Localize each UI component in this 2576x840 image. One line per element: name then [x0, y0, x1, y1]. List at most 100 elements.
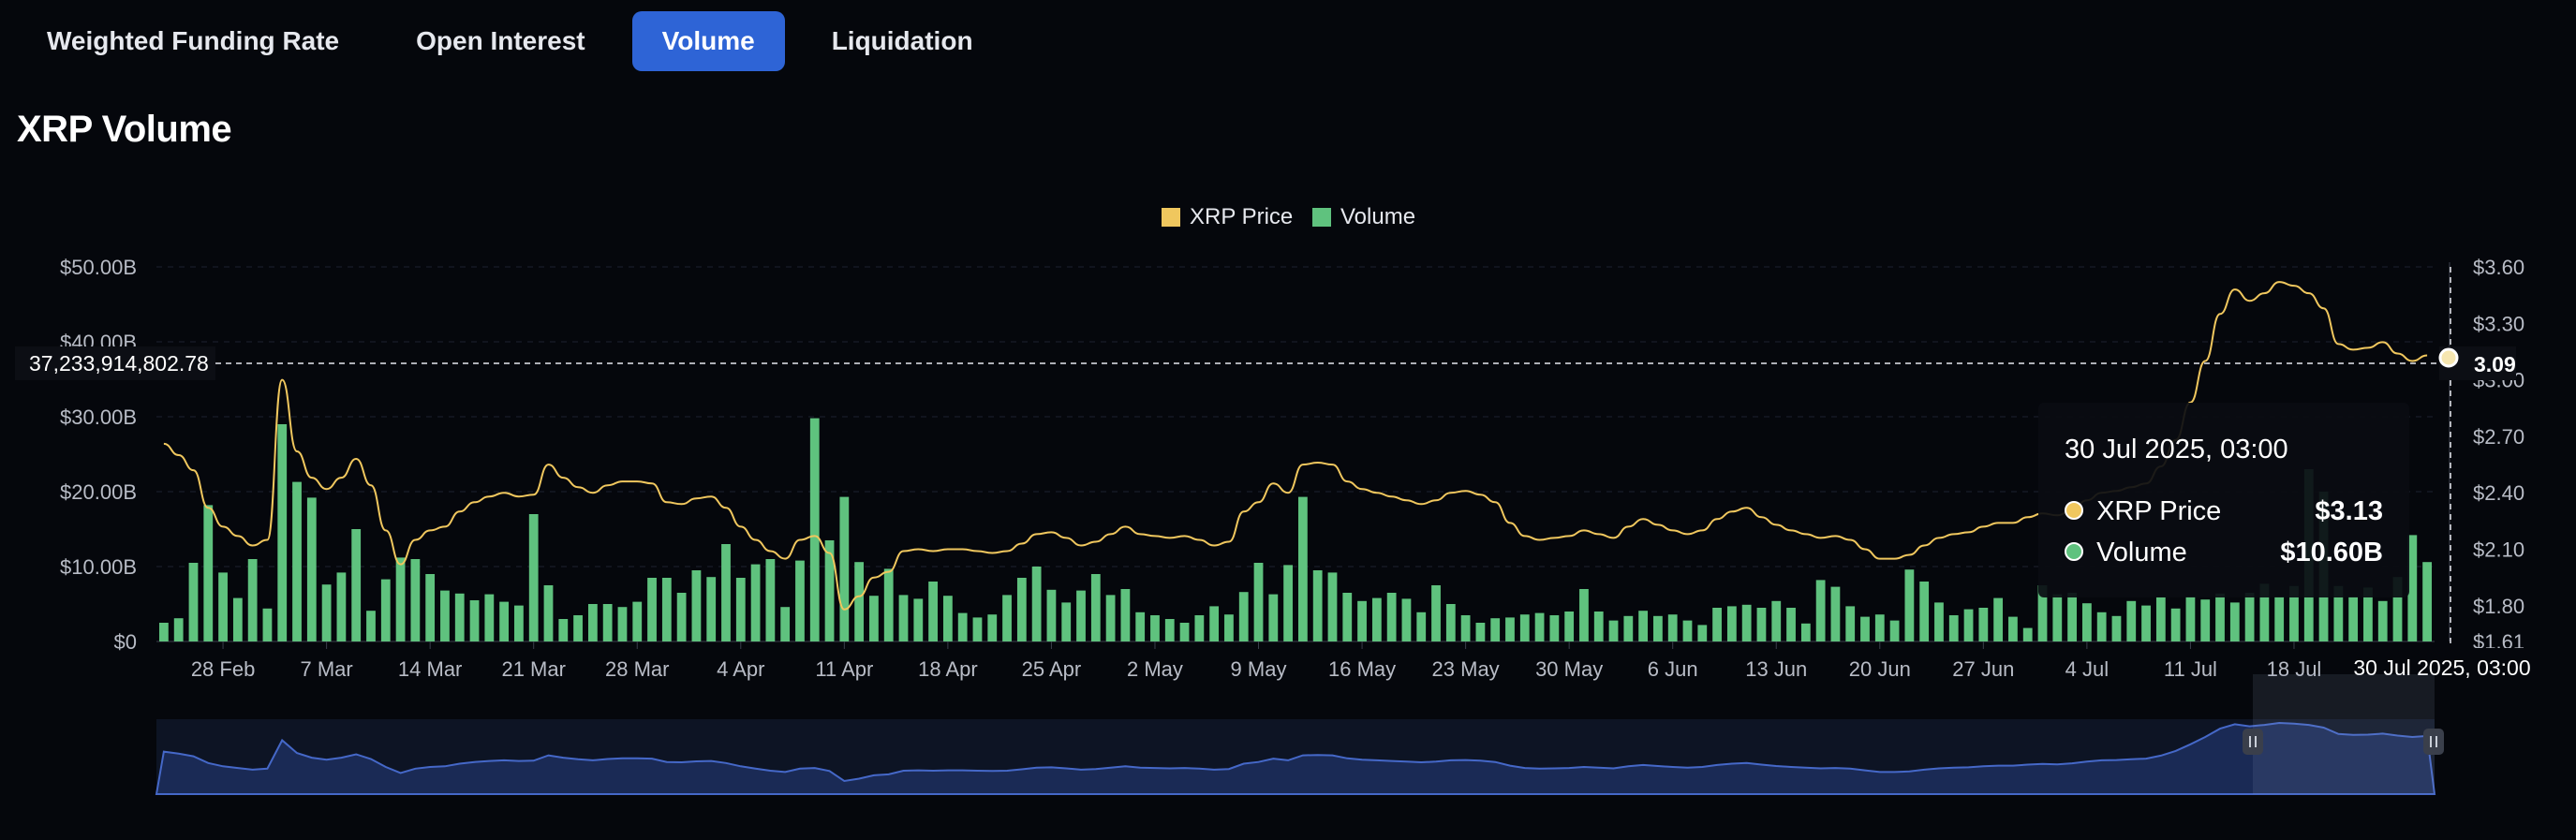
volume-bar[interactable] — [1741, 604, 1752, 641]
volume-bar[interactable] — [2126, 600, 2137, 641]
volume-bar[interactable] — [173, 618, 184, 641]
volume-bar[interactable] — [2407, 535, 2418, 641]
volume-bar[interactable] — [262, 608, 273, 641]
volume-bar[interactable] — [1978, 608, 1989, 641]
volume-bar[interactable] — [854, 562, 865, 641]
volume-bar[interactable] — [1712, 608, 1722, 641]
volume-bar[interactable] — [2037, 585, 2048, 641]
volume-bar[interactable] — [1283, 565, 1293, 641]
volume-bar[interactable] — [721, 544, 731, 641]
volume-bar[interactable] — [1579, 589, 1589, 641]
volume-bar[interactable] — [2377, 600, 2388, 641]
volume-bar[interactable] — [1357, 600, 1367, 641]
volume-bar[interactable] — [647, 578, 657, 641]
volume-bar[interactable] — [2022, 627, 2033, 641]
volume-bar[interactable] — [1874, 614, 1885, 641]
volume-bar[interactable] — [617, 607, 628, 641]
volume-bar[interactable] — [2422, 562, 2432, 641]
volume-bar[interactable] — [306, 497, 317, 641]
volume-bar[interactable] — [1904, 569, 1915, 641]
navigator-selected-range[interactable] — [2253, 674, 2435, 794]
volume-bar[interactable] — [676, 593, 687, 641]
volume-bar[interactable] — [2170, 608, 2181, 641]
volume-bar[interactable] — [987, 614, 998, 641]
volume-bar[interactable] — [691, 570, 702, 641]
volume-bar[interactable] — [410, 559, 421, 641]
volume-bar[interactable] — [1164, 619, 1175, 641]
volume-bar[interactable] — [661, 578, 672, 641]
range-navigator[interactable] — [155, 674, 2444, 795]
volume-bar[interactable] — [1445, 604, 1456, 641]
volume-bar[interactable] — [2259, 583, 2270, 641]
volume-bar[interactable] — [1993, 597, 2004, 641]
volume-bar[interactable] — [1090, 574, 1101, 641]
volume-bar[interactable] — [1312, 570, 1323, 641]
volume-bar[interactable] — [321, 584, 332, 641]
volume-bar[interactable] — [750, 564, 761, 641]
volume-bar[interactable] — [2289, 585, 2299, 641]
volume-bar[interactable] — [1786, 608, 1796, 641]
volume-bar[interactable] — [366, 611, 376, 641]
volume-bar[interactable] — [1756, 608, 1767, 641]
volume-bar[interactable] — [2141, 605, 2151, 641]
volume-bar[interactable] — [2348, 597, 2359, 641]
volume-bar[interactable] — [2244, 593, 2255, 641]
volume-bar[interactable] — [1845, 606, 1856, 641]
volume-bar[interactable] — [1726, 606, 1737, 641]
volume-bar[interactable] — [898, 595, 909, 641]
volume-bar[interactable] — [1963, 609, 1974, 641]
volume-bar[interactable] — [824, 540, 835, 641]
volume-bar[interactable] — [1593, 612, 1604, 641]
volume-bar[interactable] — [1889, 620, 1900, 641]
volume-bar[interactable] — [218, 572, 228, 641]
volume-bar[interactable] — [1800, 623, 1811, 641]
volume-bar[interactable] — [1238, 592, 1249, 641]
volume-bar[interactable] — [780, 607, 791, 641]
volume-bar[interactable] — [2333, 585, 2344, 641]
volume-bar[interactable] — [1608, 620, 1619, 641]
volume-bar[interactable] — [2111, 615, 2122, 641]
volume-bar[interactable] — [972, 617, 983, 641]
volume-bar[interactable] — [2096, 612, 2107, 641]
volume-bar[interactable] — [543, 585, 554, 641]
volume-bar[interactable] — [1031, 567, 1042, 641]
volume-bar[interactable] — [1371, 597, 1382, 641]
legend-label-volume[interactable]: Volume — [1340, 204, 1415, 229]
volume-bar[interactable] — [1519, 614, 1530, 641]
volume-bar[interactable] — [1016, 578, 1027, 641]
tab-weighted-funding-rate[interactable]: Weighted Funding Rate — [47, 26, 340, 55]
volume-bar[interactable] — [1475, 623, 1486, 641]
volume-bar[interactable] — [1386, 593, 1397, 641]
volume-bar[interactable] — [395, 557, 406, 641]
volume-bar[interactable] — [1076, 590, 1086, 641]
volume-bar[interactable] — [203, 505, 214, 641]
volume-bar[interactable] — [1179, 623, 1190, 641]
volume-bar[interactable] — [928, 582, 938, 641]
volume-bar[interactable] — [765, 559, 776, 641]
volume-bar[interactable] — [484, 594, 495, 641]
volume-bar[interactable] — [883, 568, 894, 641]
volume-bar[interactable] — [573, 615, 583, 641]
volume-bar[interactable] — [336, 572, 347, 641]
volume-bar[interactable] — [587, 604, 598, 641]
volume-bar[interactable] — [454, 593, 465, 641]
volume-bar[interactable] — [1549, 615, 1560, 641]
tab-open-interest[interactable]: Open Interest — [416, 26, 585, 55]
volume-bar[interactable] — [2155, 597, 2166, 641]
volume-bar[interactable] — [1046, 589, 1057, 641]
volume-bar[interactable] — [632, 601, 643, 641]
volume-bar[interactable] — [1401, 598, 1412, 641]
volume-bar[interactable] — [1120, 589, 1131, 641]
volume-bar[interactable] — [942, 596, 953, 641]
volume-bar[interactable] — [1830, 586, 1841, 641]
navigator-handle-right[interactable] — [2423, 729, 2444, 755]
volume-bar[interactable] — [1135, 612, 1146, 641]
volume-bar[interactable] — [869, 596, 879, 641]
volume-bar[interactable] — [499, 601, 510, 641]
volume-bar[interactable] — [1815, 580, 1826, 641]
volume-bar[interactable] — [2081, 603, 2092, 641]
volume-bar[interactable] — [2185, 597, 2196, 641]
volume-bar[interactable] — [1948, 615, 1959, 641]
volume-bar[interactable] — [809, 418, 820, 641]
volume-bar[interactable] — [1342, 593, 1353, 641]
